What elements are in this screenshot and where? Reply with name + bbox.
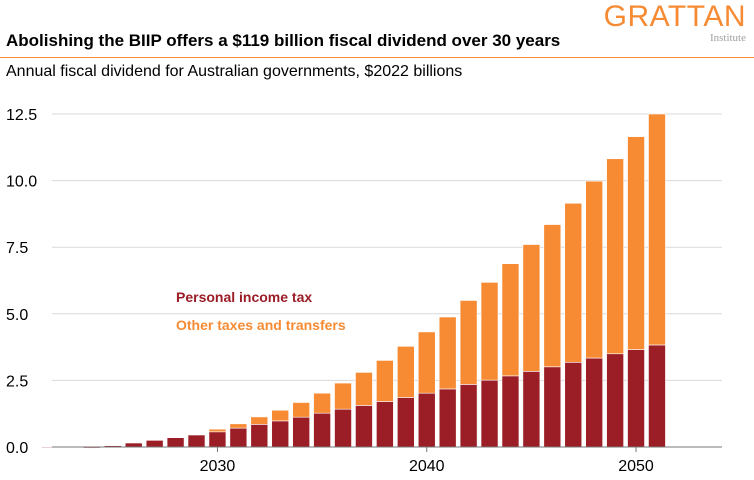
legend-personal-income-tax: Personal income tax [176, 289, 312, 305]
chart-subtitle: Annual fiscal dividend for Australian go… [6, 63, 463, 80]
y-tick-label: 7.5 [6, 240, 28, 257]
bar-personal-income-tax [250, 424, 269, 448]
bars [41, 113, 666, 449]
grattan-logo: GRATTAN Institute [603, 0, 746, 45]
bar-personal-income-tax [124, 442, 143, 448]
bar-personal-income-tax [480, 379, 499, 448]
bar-other-taxes [376, 360, 394, 402]
bar-other-taxes [271, 409, 290, 422]
bar-other-taxes [606, 158, 624, 355]
bar-personal-income-tax [438, 388, 457, 448]
bar-other-taxes [564, 202, 583, 363]
bar-personal-income-tax [627, 349, 645, 448]
x-tick-label: 2030 [200, 458, 236, 475]
bar-personal-income-tax [585, 357, 603, 448]
x-tick-label: 2050 [618, 458, 654, 475]
y-tick-label: 12.5 [6, 107, 37, 124]
y-tick-label: 10.0 [6, 174, 37, 191]
title-rule [0, 57, 754, 58]
bar-personal-income-tax [522, 371, 541, 448]
bar-other-taxes [292, 402, 310, 418]
bar-other-taxes [313, 392, 331, 414]
bar-other-taxes [648, 113, 666, 346]
bar-other-taxes [480, 282, 499, 381]
bar-personal-income-tax [313, 412, 331, 448]
chart-title: Abolishing the BIIP offers a $119 billio… [6, 31, 561, 50]
bar-personal-income-tax [334, 408, 352, 448]
bar-personal-income-tax [166, 437, 185, 448]
bar-personal-income-tax [564, 361, 583, 448]
bar-other-taxes [417, 331, 436, 394]
bar-other-taxes [208, 428, 227, 433]
y-axis-ticks: 0.0 2.5 5.0 7.5 10.0 12.5 [6, 107, 37, 457]
bar-personal-income-tax [543, 366, 562, 448]
legend-other-taxes: Other taxes and transfers [176, 317, 346, 333]
bar-other-taxes [627, 136, 645, 350]
bar-personal-income-tax [229, 427, 248, 448]
bar-other-taxes [397, 346, 415, 398]
bar-other-taxes [250, 416, 269, 425]
x-tick-label: 2040 [409, 458, 445, 475]
bar-personal-income-tax [397, 397, 415, 448]
legend: Personal income tax Other taxes and tran… [176, 289, 346, 333]
bar-other-taxes [229, 423, 248, 429]
bar-personal-income-tax [501, 375, 520, 448]
bar-personal-income-tax [271, 420, 290, 448]
bar-personal-income-tax [292, 416, 310, 448]
bar-other-taxes [501, 263, 520, 377]
bar-personal-income-tax [187, 434, 206, 448]
bar-personal-income-tax [417, 392, 436, 448]
x-axis: 2030 2040 2050 [52, 446, 722, 475]
y-tick-label: 2.5 [6, 373, 28, 390]
brand-name: GRATTAN [603, 0, 746, 33]
bar-personal-income-tax [145, 440, 164, 448]
bar-other-taxes [543, 224, 562, 368]
bar-personal-income-tax [355, 405, 373, 448]
bar-other-taxes [334, 382, 352, 410]
bar-personal-income-tax [648, 344, 666, 448]
bar-personal-income-tax [376, 401, 394, 448]
bar-personal-income-tax [606, 353, 624, 448]
brand-sub: Institute [709, 32, 746, 44]
bar-other-taxes [438, 316, 457, 390]
bar-other-taxes [459, 300, 478, 385]
bar-personal-income-tax [208, 431, 227, 448]
y-tick-label: 0.0 [6, 440, 28, 457]
bar-other-taxes [585, 180, 603, 359]
bar-other-taxes [355, 372, 373, 406]
bar-personal-income-tax [459, 384, 478, 448]
y-tick-label: 5.0 [6, 307, 28, 324]
bar-other-taxes [522, 244, 541, 372]
